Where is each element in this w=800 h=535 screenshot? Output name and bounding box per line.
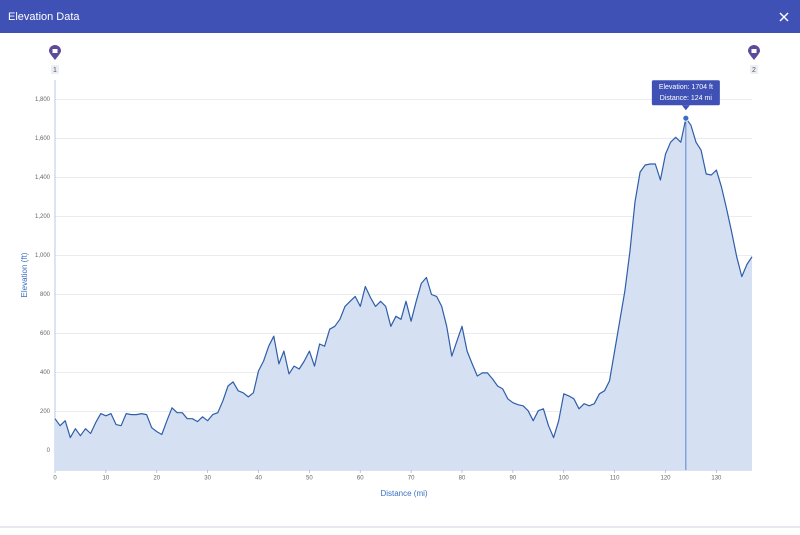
- y-axis-label: Elevation (ft): [20, 252, 29, 297]
- x-tick-label: 20: [153, 476, 160, 482]
- x-tick-label: 10: [103, 476, 110, 482]
- x-tick-label: 0: [53, 476, 57, 482]
- x-tick-label: 60: [357, 476, 364, 482]
- x-tick-label: 90: [510, 476, 517, 482]
- waypoint-pin[interactable]: [49, 45, 61, 74]
- y-tick-label: 0: [47, 448, 51, 454]
- waypoint-pin[interactable]: [748, 45, 760, 74]
- dialog-title: Elevation Data: [8, 11, 80, 23]
- y-tick-label: 1,200: [35, 214, 51, 220]
- tooltip-text: Elevation: 1704 ft: [659, 84, 713, 91]
- y-tick-label: 1,800: [35, 97, 51, 103]
- x-tick-label: 120: [661, 476, 672, 482]
- x-tick-label: 110: [610, 476, 620, 482]
- y-tick-label: 600: [40, 331, 51, 337]
- header-bar: [0, 0, 800, 33]
- x-tick-label: 50: [306, 476, 313, 482]
- tooltip-pointer: [681, 105, 690, 111]
- y-tick-label: 800: [40, 292, 51, 298]
- waypoint-label: 2: [752, 67, 756, 74]
- x-tick-label: 80: [459, 476, 466, 482]
- waypoint-label: 1: [53, 67, 57, 74]
- close-button[interactable]: [779, 12, 789, 22]
- y-tick-label: 1,600: [35, 136, 51, 142]
- x-tick-label: 40: [255, 476, 262, 482]
- y-tick-label: 1,400: [35, 175, 51, 181]
- tooltip-text: Distance: 124 mi: [660, 95, 713, 102]
- x-tick-label: 30: [204, 476, 211, 482]
- y-tick-label: 1,000: [35, 253, 51, 259]
- x-tick-label: 130: [711, 476, 722, 482]
- elevation-line: [54, 117, 753, 439]
- y-tick-label: 400: [40, 370, 51, 376]
- elevation-area: [55, 118, 752, 470]
- tooltip-box: [651, 80, 720, 106]
- x-tick-label: 70: [408, 476, 415, 482]
- hover-point: [682, 114, 690, 122]
- x-axis-label: Distance (mi): [380, 489, 427, 498]
- x-tick-label: 100: [559, 476, 570, 482]
- y-tick-label: 200: [40, 409, 51, 415]
